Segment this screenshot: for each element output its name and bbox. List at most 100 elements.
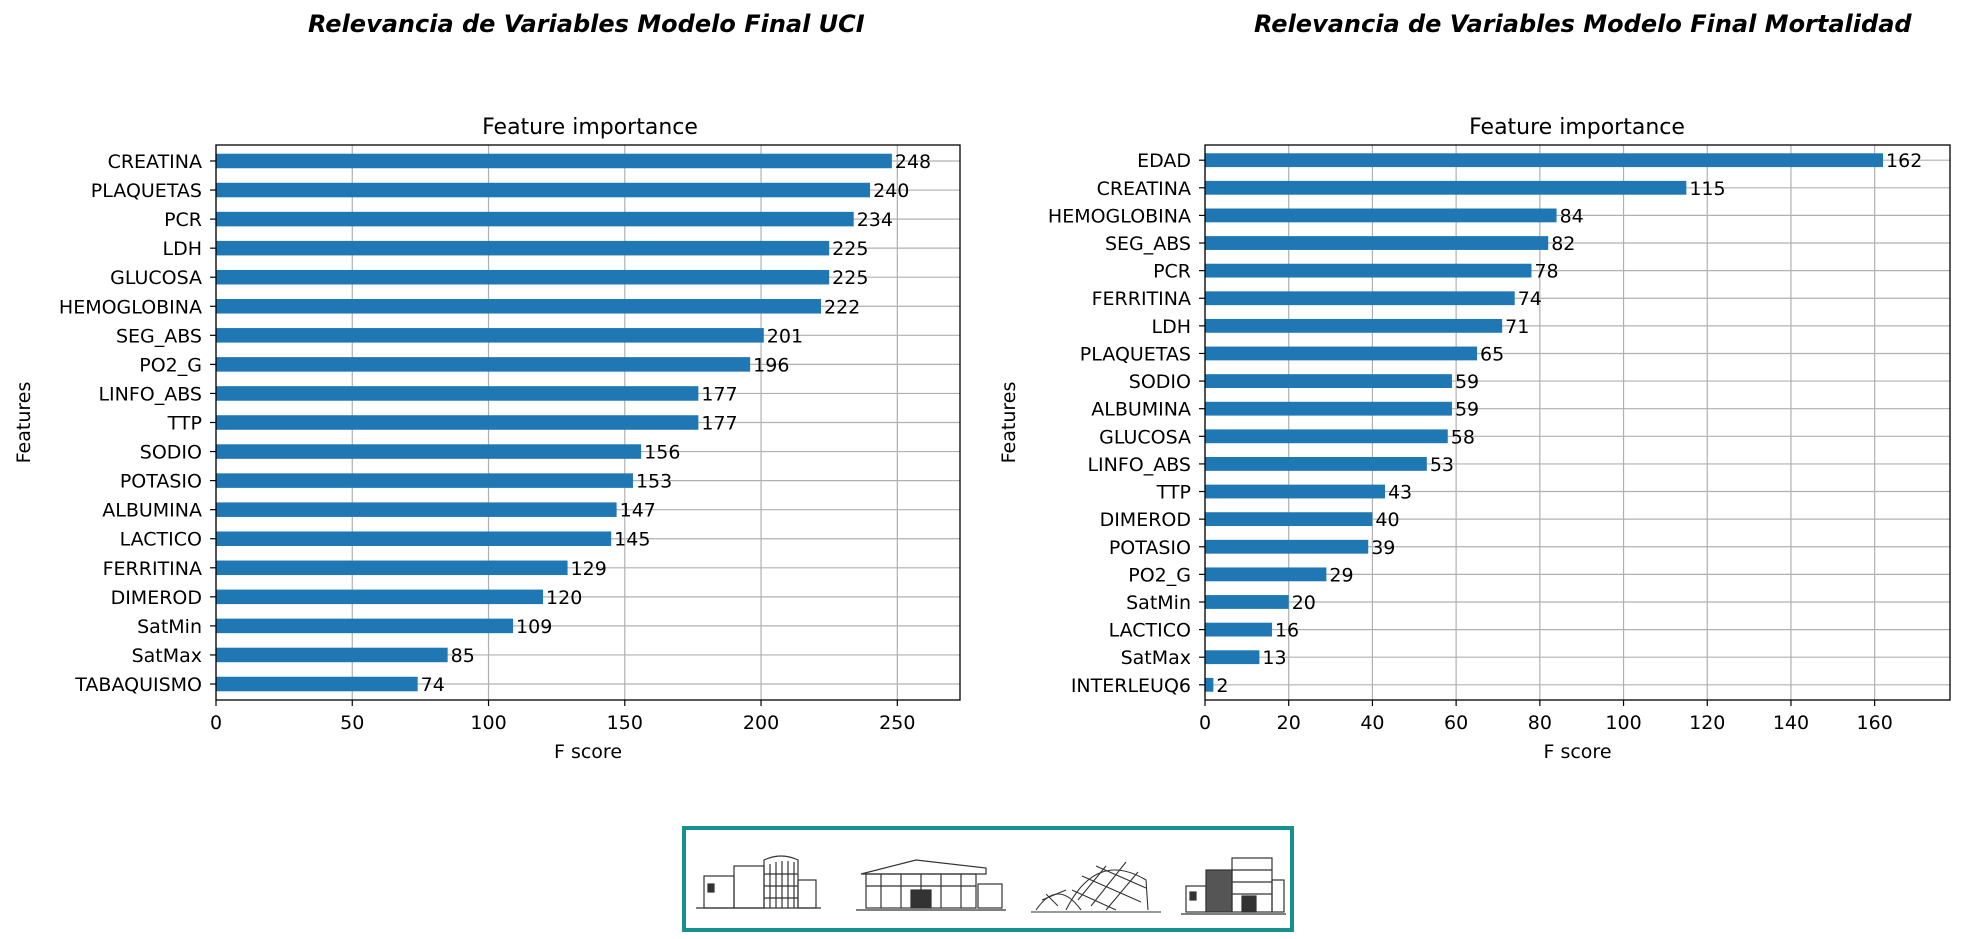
bar bbox=[216, 560, 568, 576]
y-tick-label: PCR bbox=[1153, 261, 1191, 283]
y-tick-label: SatMin bbox=[137, 616, 202, 638]
bar-value-label: 222 bbox=[824, 296, 860, 318]
y-tick-label: GLUCOSA bbox=[1099, 426, 1191, 448]
y-tick-label: POTASIO bbox=[1109, 537, 1191, 559]
x-tick-label: 120 bbox=[1689, 712, 1725, 734]
bar bbox=[1205, 429, 1448, 444]
y-tick-label: POTASIO bbox=[120, 471, 202, 493]
x-tick-label: 250 bbox=[879, 712, 915, 734]
y-tick-label: PCR bbox=[164, 209, 202, 231]
x-tick-label: 80 bbox=[1528, 712, 1552, 734]
bar bbox=[1205, 650, 1260, 665]
plot-frame bbox=[1204, 144, 1951, 701]
bar bbox=[1205, 595, 1289, 609]
y-axis-label: Features bbox=[998, 382, 1020, 464]
bar-value-label: 85 bbox=[451, 645, 475, 667]
y-tick-label: CREATINA bbox=[1097, 178, 1191, 200]
bar-value-label: 201 bbox=[767, 325, 803, 347]
bar-value-label: 240 bbox=[873, 180, 909, 202]
y-tick-label: DIMEROD bbox=[1100, 509, 1191, 531]
bar-value-label: 20 bbox=[1292, 592, 1316, 614]
bar-value-label: 74 bbox=[421, 674, 445, 696]
dome-building-sketch-icon bbox=[1031, 861, 1161, 913]
bar-value-label: 177 bbox=[701, 413, 737, 435]
mortalidad-model-heading: Relevancia de Variables Modelo Final Mor… bbox=[1254, 10, 1912, 38]
bar-value-label: 65 bbox=[1480, 343, 1504, 365]
y-tick-label: FERRITINA bbox=[1092, 288, 1191, 310]
bar bbox=[216, 153, 892, 169]
x-tick-label: 40 bbox=[1360, 712, 1384, 734]
bar bbox=[1205, 236, 1549, 250]
bar-value-label: 82 bbox=[1551, 233, 1575, 255]
bar bbox=[1205, 677, 1214, 692]
uci-model-heading: Relevancia de Variables Modelo Final UCI bbox=[308, 10, 865, 38]
y-tick-label: PO2_G bbox=[1128, 564, 1191, 586]
bar-value-label: 59 bbox=[1455, 399, 1479, 421]
bar-value-label: 162 bbox=[1886, 150, 1922, 172]
bar bbox=[1205, 153, 1884, 168]
bar bbox=[216, 618, 514, 634]
building-sketch-icon bbox=[696, 855, 821, 909]
bar bbox=[216, 415, 699, 430]
bar bbox=[216, 269, 830, 285]
bar-value-label: 153 bbox=[636, 471, 672, 493]
y-tick-label: PLAQUETAS bbox=[91, 180, 202, 202]
bar-value-label: 29 bbox=[1329, 564, 1353, 586]
bar bbox=[216, 502, 617, 517]
x-tick-label: 0 bbox=[1199, 712, 1211, 734]
bar-value-label: 177 bbox=[701, 383, 737, 405]
building-sketch-icon bbox=[856, 859, 1006, 911]
bar-value-label: 147 bbox=[620, 500, 656, 522]
y-tick-label: SEG_ABS bbox=[1105, 233, 1191, 255]
y-tick-label: LINFO_ABS bbox=[98, 383, 202, 405]
bar bbox=[1205, 567, 1327, 582]
y-tick-label: LDH bbox=[162, 238, 202, 260]
hospital-logo-banner bbox=[682, 826, 1294, 932]
bar bbox=[1205, 291, 1515, 306]
plot-frame bbox=[215, 144, 961, 701]
bar bbox=[216, 589, 544, 605]
y-tick-label: CREATINA bbox=[108, 151, 202, 173]
bar-value-label: 129 bbox=[571, 558, 607, 580]
mortalidad-feature-importance-chart: Feature importance162EDAD115CREATINA84HE… bbox=[998, 115, 1951, 763]
bar bbox=[1205, 457, 1427, 471]
chart-title: Feature importance bbox=[1469, 115, 1685, 140]
bar bbox=[1205, 180, 1687, 195]
bar bbox=[1205, 401, 1452, 416]
bar bbox=[1205, 208, 1557, 223]
x-tick-label: 0 bbox=[210, 712, 222, 734]
y-tick-label: INTERLEUQ6 bbox=[1071, 675, 1191, 697]
bar-value-label: 234 bbox=[857, 209, 893, 231]
x-tick-label: 100 bbox=[470, 712, 506, 734]
x-tick-label: 50 bbox=[340, 712, 364, 734]
y-tick-label: LINFO_ABS bbox=[1087, 454, 1191, 476]
y-tick-label: PO2_G bbox=[139, 354, 202, 376]
bar-value-label: 58 bbox=[1451, 426, 1475, 448]
y-tick-label: SEG_ABS bbox=[116, 325, 202, 347]
bar bbox=[1205, 484, 1385, 499]
x-tick-label: 160 bbox=[1857, 712, 1893, 734]
bar bbox=[216, 182, 871, 198]
bar bbox=[216, 444, 642, 459]
y-tick-label: SatMin bbox=[1126, 592, 1191, 614]
bar bbox=[216, 211, 854, 227]
y-tick-label: GLUCOSA bbox=[110, 267, 202, 289]
y-tick-label: ALBUMINA bbox=[1091, 399, 1191, 421]
bar-value-label: 39 bbox=[1371, 537, 1395, 559]
bar-value-label: 53 bbox=[1430, 454, 1454, 476]
x-tick-label: 150 bbox=[607, 712, 643, 734]
bar-value-label: 248 bbox=[895, 151, 931, 173]
bar-value-label: 115 bbox=[1689, 178, 1725, 200]
y-tick-label: TABAQUISMO bbox=[74, 674, 202, 696]
y-tick-label: DIMEROD bbox=[111, 587, 202, 609]
y-tick-label: SODIO bbox=[1129, 371, 1191, 393]
bar-value-label: 16 bbox=[1275, 620, 1299, 642]
bar bbox=[1205, 263, 1532, 278]
building-sketch-icon bbox=[1181, 857, 1286, 915]
bar bbox=[1205, 318, 1503, 333]
bar bbox=[1205, 539, 1369, 554]
bar-value-label: 156 bbox=[644, 442, 680, 464]
x-axis-label: F score bbox=[1543, 741, 1611, 763]
y-tick-label: EDAD bbox=[1137, 150, 1191, 172]
bar-value-label: 2 bbox=[1216, 675, 1228, 697]
